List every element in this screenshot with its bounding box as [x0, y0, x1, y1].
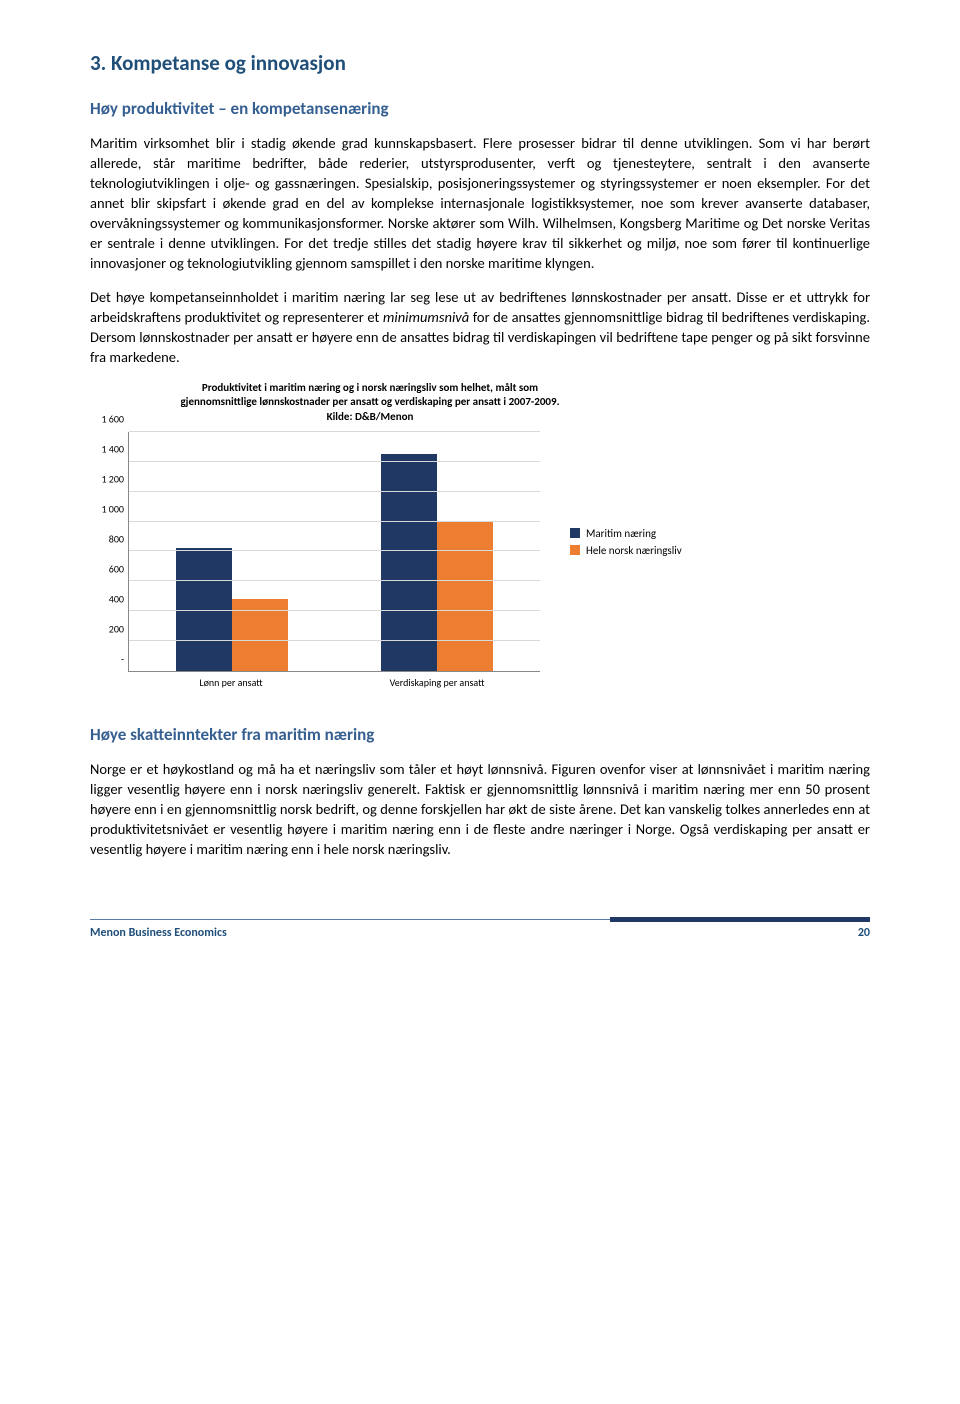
chart-y-axis: -2004006008001 0001 2001 4001 600 — [90, 432, 128, 672]
chart-plot-area — [128, 432, 540, 672]
subheading-2: Høye skatteinntekter fra maritim næring — [90, 724, 870, 745]
legend-swatch — [570, 528, 580, 538]
x-axis-label: Lønn per ansatt — [128, 672, 334, 692]
chart-x-axis: Lønn per ansattVerdiskaping per ansatt — [128, 672, 540, 692]
y-tick-label: 200 — [109, 622, 124, 635]
chart-title: Produktivitet i maritim næring og i nors… — [90, 381, 610, 424]
paragraph-2-italic: minimumsnivå — [383, 308, 469, 326]
page-number: 20 — [858, 926, 870, 940]
y-tick-label: 1 600 — [101, 412, 124, 425]
page-footer: Menon Business Economics 20 — [90, 919, 870, 940]
y-tick-label: 600 — [109, 562, 124, 575]
section-heading: 3. Kompetanse og innovasjon — [90, 50, 870, 76]
footer-org: Menon Business Economics — [90, 926, 227, 940]
paragraph-3: Norge er et høykostland og må ha et næri… — [90, 759, 870, 859]
chart-plot: -2004006008001 0001 2001 4001 600 Lønn p… — [90, 432, 540, 692]
bar-group — [129, 432, 335, 671]
productivity-chart: Produktivitet i maritim næring og i nors… — [90, 381, 870, 692]
chart-legend: Maritim næring Hele norsk næringsliv — [570, 527, 682, 561]
y-tick-label: 1 400 — [101, 442, 124, 455]
paragraph-1: Maritim virksomhet blir i stadig økende … — [90, 133, 870, 273]
bar-group — [335, 432, 541, 671]
legend-label: Maritim næring — [586, 527, 656, 540]
chart-bar — [437, 522, 493, 671]
chart-bar — [381, 454, 437, 671]
y-tick-label: 800 — [109, 532, 124, 545]
legend-item: Maritim næring — [570, 527, 682, 540]
y-tick-label: 1 200 — [101, 472, 124, 485]
legend-item: Hele norsk næringsliv — [570, 544, 682, 557]
y-tick-label: 400 — [109, 592, 124, 605]
y-tick-label: 1 000 — [101, 502, 124, 515]
paragraph-2: Det høye kompetanseinnholdet i maritim n… — [90, 287, 870, 367]
x-axis-label: Verdiskaping per ansatt — [334, 672, 540, 692]
y-tick-label: - — [121, 652, 124, 665]
legend-swatch — [570, 545, 580, 555]
subheading-1: Høy produktivitet – en kompetansenæring — [90, 98, 870, 119]
legend-label: Hele norsk næringsliv — [586, 544, 682, 557]
